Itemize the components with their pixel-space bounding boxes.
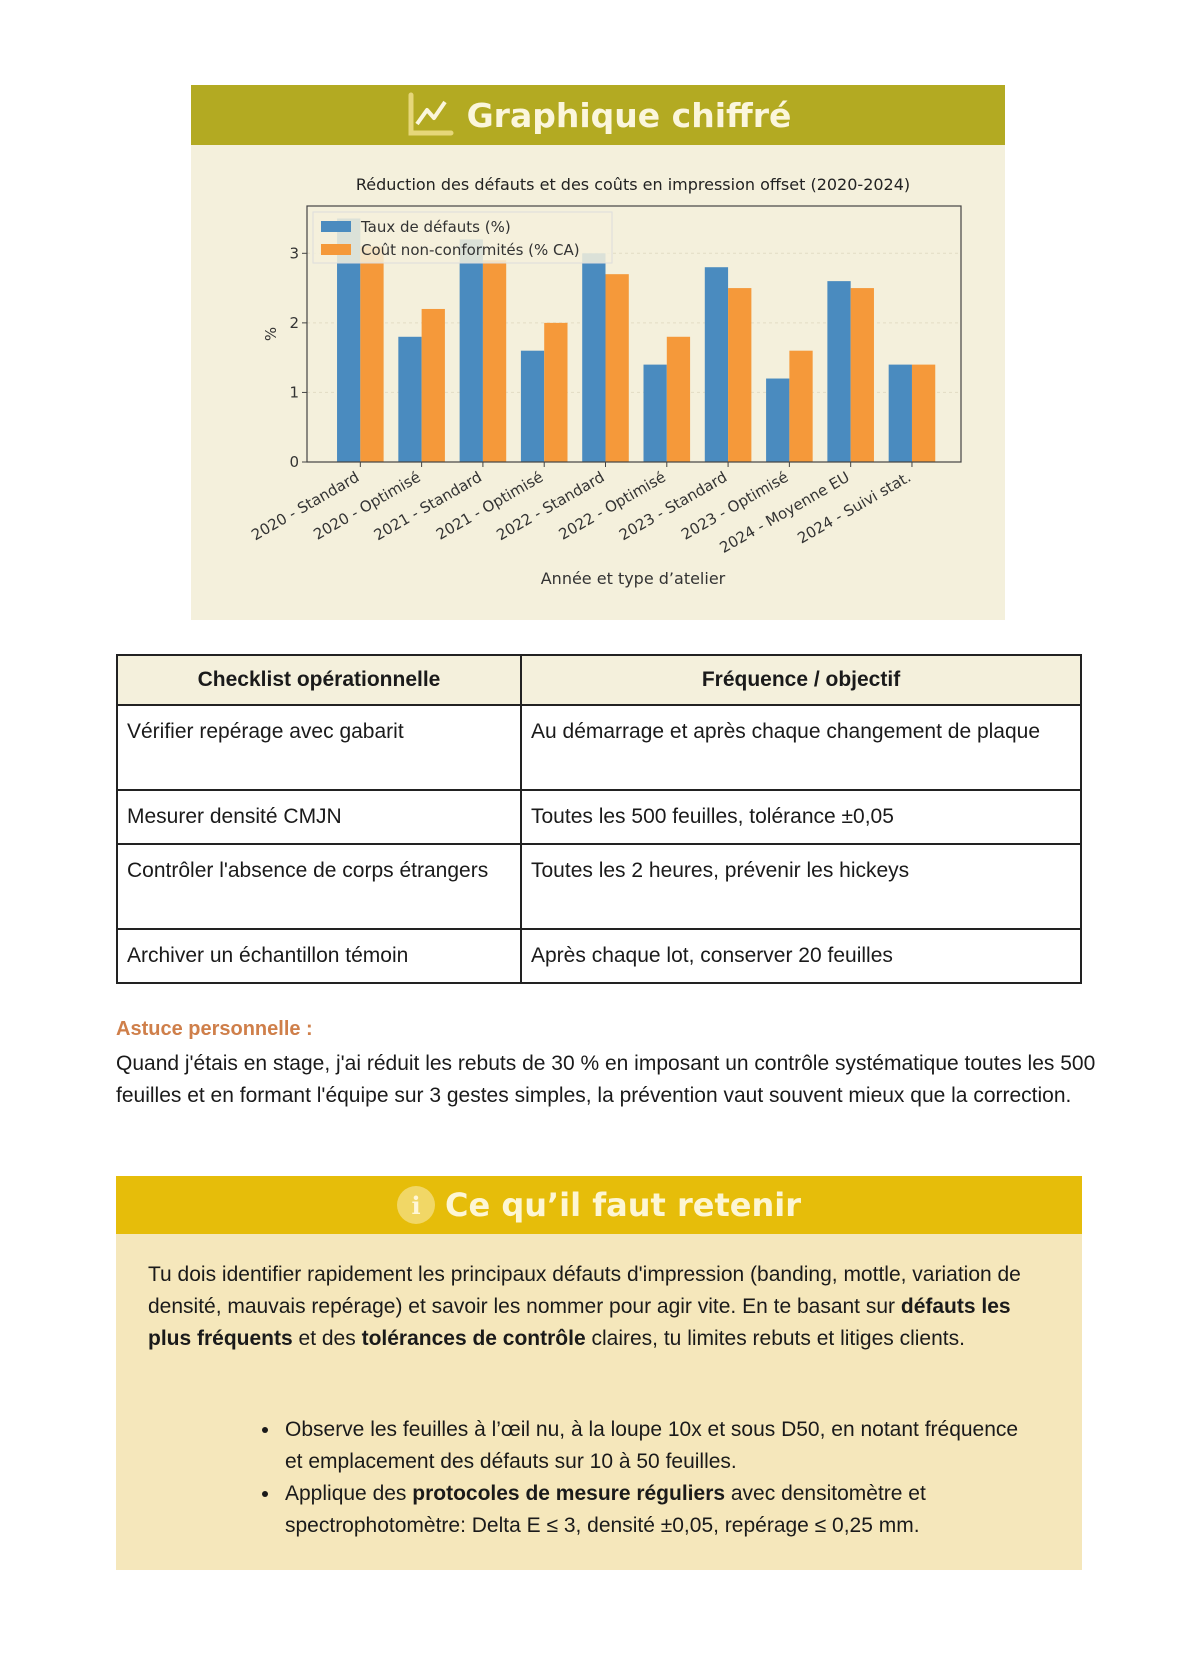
bar-defauts xyxy=(766,378,790,462)
table-row: Contrôler l'absence de corps étrangers To… xyxy=(116,843,1082,930)
table-cell: Toutes les 2 heures, prévenir les hickey… xyxy=(520,843,1082,930)
chart-section-title: Graphique chiffré xyxy=(466,95,792,135)
bar-defauts xyxy=(398,336,422,462)
bar-defauts xyxy=(337,218,361,462)
bar-couts xyxy=(666,336,691,462)
line-chart-icon xyxy=(408,92,454,136)
retenir-title: Ce qu’il faut retenir xyxy=(445,1186,801,1224)
bar-couts xyxy=(605,274,629,462)
legend-label-defauts: Taux de défauts (%) xyxy=(360,218,511,236)
text: Applique des xyxy=(285,1482,413,1505)
x-axis-label: Année et type d’atelier xyxy=(541,569,726,588)
text: et des xyxy=(292,1327,362,1350)
table-cell: Contrôler l'absence de corps étrangers xyxy=(116,843,522,930)
x-tick-label: 2023 - Standard xyxy=(616,468,730,544)
x-tick-label: 2022 - Optimisé xyxy=(556,468,669,544)
bar-defauts xyxy=(827,281,851,462)
bar-defauts xyxy=(643,364,667,462)
x-tick-label: 2021 - Optimisé xyxy=(433,468,546,544)
tip-title: Astuce personnelle : xyxy=(116,1018,313,1040)
legend: Taux de défauts (%) Coût non-conformités… xyxy=(312,211,613,264)
bar-defauts xyxy=(704,267,729,462)
bar-couts xyxy=(728,288,752,462)
x-tick-label: 2022 - Standard xyxy=(493,468,607,544)
table-cell: Au démarrage et après chaque changement … xyxy=(520,704,1082,791)
text: Tu dois identifier rapidement les princi… xyxy=(148,1263,1021,1318)
y-tick-label: 3 xyxy=(289,244,299,262)
chart-section-header: Graphique chiffré xyxy=(191,85,1005,145)
x-tick-label: 2020 - Standard xyxy=(248,468,362,544)
bar-defauts xyxy=(520,350,545,462)
bar-defauts xyxy=(888,364,912,462)
table-row: Mesurer densité CMJN Toutes les 500 feuil… xyxy=(116,789,1082,845)
x-tick-label: 2021 - Standard xyxy=(371,468,485,544)
table-row: Vérifier repérage avec gabarit Au démarra… xyxy=(116,704,1082,791)
x-tick-label: 2024 - Suivi stat. xyxy=(794,468,914,547)
bar-couts xyxy=(850,288,874,462)
y-tick-label: 1 xyxy=(289,383,299,401)
bar-defauts xyxy=(582,253,606,462)
bar-couts xyxy=(544,322,568,462)
legend-box xyxy=(312,211,613,264)
bold-text: protocoles de mesure réguliers xyxy=(412,1482,726,1505)
bar-defauts xyxy=(459,239,483,462)
legend-swatch-couts xyxy=(321,244,351,255)
y-tick-label: 0 xyxy=(289,453,299,471)
plot-frame xyxy=(306,205,962,463)
table-header: Checklist opérationnelle xyxy=(116,654,522,706)
chart-title: Réduction des défauts et des coûts en im… xyxy=(356,175,910,194)
list-item: Observe les feuilles à l’œil nu, à la lo… xyxy=(281,1414,1021,1478)
retenir-paragraph: Tu dois identifier rapidement les princi… xyxy=(148,1259,1058,1355)
table-header: Fréquence / objectif xyxy=(520,654,1082,706)
text: claires, tu limites rebuts et litiges cl… xyxy=(585,1327,965,1350)
bar-couts xyxy=(360,246,384,462)
legend-swatch-defauts xyxy=(321,221,351,232)
text: avec densitomètre et spectrophotomètre: … xyxy=(285,1482,926,1537)
table-cell: Vérifier repérage avec gabarit xyxy=(116,704,522,791)
table-cell: Mesurer densité CMJN xyxy=(116,789,522,845)
retenir-list: Observe les feuilles à l’œil nu, à la lo… xyxy=(251,1414,1021,1542)
bar-couts xyxy=(911,364,936,462)
table-cell: Toutes les 500 feuilles, tolérance ±0,05 xyxy=(520,789,1082,845)
info-icon: i xyxy=(397,1186,435,1224)
y-tick-label: 2 xyxy=(289,314,299,332)
tip-text: Quand j'étais en stage, j'ai réduit les … xyxy=(116,1052,1096,1107)
x-tick-label: 2020 - Optimisé xyxy=(310,468,423,544)
retenir-body: Tu dois identifier rapidement les princi… xyxy=(116,1234,1082,1570)
bar-chart: Réduction des défauts et des coûts en im… xyxy=(248,175,962,588)
retenir-header: i Ce qu’il faut retenir xyxy=(116,1176,1082,1234)
y-axis-label: % xyxy=(262,327,280,341)
list-item: Applique des protocoles de mesure réguli… xyxy=(281,1478,1021,1542)
legend-label-couts: Coût non-conformités (% CA) xyxy=(361,241,580,259)
table-cell: Archiver un échantillon témoin xyxy=(116,928,522,984)
bar-couts xyxy=(421,308,445,462)
checklist-table: Checklist opérationnelle Fréquence / obj… xyxy=(116,654,1082,984)
bold-text: défauts les plus fréquents xyxy=(148,1295,1011,1350)
bar-couts xyxy=(482,260,507,462)
table-cell: Après chaque lot, conserver 20 feuilles xyxy=(520,928,1082,984)
bar-couts xyxy=(789,350,813,462)
table-row: Archiver un échantillon témoin Après chaq… xyxy=(116,928,1082,984)
bold-text: tolérances de contrôle xyxy=(361,1327,586,1350)
